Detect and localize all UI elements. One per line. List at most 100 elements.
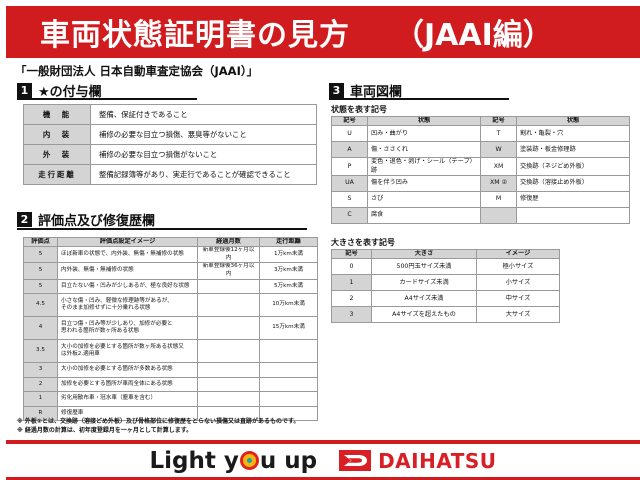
table-row: 4 目立つ傷・凹み等が少しあり、加修が必要と 思われる箇所が数ヶ所ある状態 15万k… [23, 316, 318, 341]
page-title: 車両状態証明書の見方 [40, 18, 350, 53]
section-title-3: 車両図欄 [350, 85, 403, 100]
eval-score: 4 [23, 316, 58, 341]
condition-desc-right: 修復歴 [516, 191, 630, 209]
condition-symbols-caption: 状態を表す記号 [331, 105, 387, 114]
star-row-value: 補修の必要な目立つ損傷がないこと [90, 144, 317, 165]
eval-distance: 1万km未満 [259, 246, 318, 264]
table-header-row: 記号 状態 記号 状態 [331, 115, 630, 127]
eval-months: 新車登録後36ヶ月以内 [197, 262, 260, 280]
eval-months [197, 339, 260, 364]
col-header-symbol-right: 記号 [480, 115, 517, 127]
size-symbol: 0 [331, 258, 372, 276]
eval-distance: 5万km未満 [259, 278, 318, 295]
col-header-size-symbol: 記号 [331, 248, 372, 260]
section-heading-3: 3 車両図欄 [329, 81, 402, 100]
table-row: 3.5 大小の加修を必要とする箇所が数ヶ所ある状態又 は外板2.適用車 [23, 339, 318, 364]
footer-rule-bottom [6, 477, 640, 480]
size-symbols-table: 記号 大きさ イメージ 0 500円玉サイズ未満 極小サイズ 1 カードサイズ未満 小サイ… [331, 248, 560, 324]
slogan-light-you-up: Light y u up [149, 448, 317, 474]
table-row: 1 カードサイズ未満 小サイズ [331, 274, 560, 292]
section-rule-1 [17, 98, 197, 100]
condition-desc-right: 交換跡（溶接止め外板） [516, 175, 630, 193]
table-row: 内 装 補修の必要な目立つ損傷、悪臭等がないこと [23, 124, 317, 145]
target-circle-icon [239, 451, 259, 470]
size-symbol: 1 [331, 274, 372, 292]
condition-symbol-right: W [480, 141, 517, 159]
condition-symbol-right: XM [480, 157, 517, 177]
table-row: S さび M 修復歴 [331, 191, 630, 209]
size-image-label: 大サイズ [476, 306, 560, 324]
eval-distance [259, 376, 318, 393]
table-row: A 傷・ささくれ W 塗装跡・板金修理跡 [331, 141, 630, 159]
condition-symbol-left: C [331, 207, 368, 225]
condition-symbol-right: T [480, 125, 517, 143]
eval-image: ほぼ新車の状態で、内外装、無傷・無補修の状態 [57, 246, 198, 264]
table-row: 5 ほぼ新車の状態で、内外装、無傷・無補修の状態 新車登録後12ヶ月以内 1万km未満 [23, 246, 318, 264]
eval-distance [259, 362, 318, 378]
eval-score: 5 [23, 246, 58, 264]
section-rule-3 [329, 98, 509, 100]
eval-score: 3.5 [23, 339, 58, 364]
table-row: 5 目立たない傷・凹みが少しあるが、極な良好な状態 5万km未満 [23, 278, 318, 295]
eval-months [197, 293, 260, 318]
association-name: 「一般財団法人 日本自動車査定協会（JAAI）」 [15, 64, 259, 78]
table-row: 機 能 整備、保証付きであること [23, 104, 317, 125]
eval-months [197, 362, 260, 378]
condition-desc-left: 傷・ささくれ [367, 141, 481, 159]
table-row: 4.5 小さな傷・凹み、軽微な修理跡等があるが、 そのまま加修せずに十分乗れる状態… [23, 293, 318, 318]
eval-distance: 15万km未満 [259, 316, 318, 341]
slogan-text-a: Light y [149, 447, 239, 474]
eval-months [197, 376, 260, 393]
eval-image: 加修を必要とする箇所が車両全体にある状態 [57, 376, 198, 393]
star-row-value: 整備記録簿等があり、実走行であることが確認できること [90, 164, 317, 185]
footer: Light y u up DAIHATSU [6, 444, 640, 477]
size-image-label: 極小サイズ [476, 258, 560, 276]
eval-distance: 3万km未満 [259, 262, 318, 280]
table-header-row: 評価点 評価点設定イメージ 経過月数 走行距離 [23, 236, 318, 248]
table-row: 走行距離 整備記録簿等があり、実走行であることが確認できること [23, 164, 317, 185]
eval-image: 目立たない傷・凹みが少しあるが、極な良好な状態 [57, 278, 198, 295]
eval-months [197, 316, 260, 341]
star-row-key: 内 装 [23, 124, 91, 145]
eval-score: R [23, 405, 58, 422]
table-header-row: 記号 大きさ イメージ [331, 248, 560, 260]
condition-desc-right: 割れ・亀裂・穴 [516, 125, 630, 143]
table-row: C 腐食 [331, 207, 630, 225]
condition-symbol-left: P [331, 157, 368, 177]
star-grant-table: 機 能 整備、保証付きであること 内 装 補修の必要な目立つ損傷、悪臭等がないこ… [23, 104, 317, 185]
eval-image: 大小の加修を必要とする箇所が多数ある状態 [57, 362, 198, 378]
evaluation-score-table: 評価点 評価点設定イメージ 経過月数 走行距離 5 ほぼ新車の状態で、内外装、無傷… [23, 236, 318, 422]
size-symbol: 2 [331, 290, 372, 308]
condition-desc-left: 傷を伴う凹み [367, 175, 481, 193]
eval-distance: 10万km未満 [259, 293, 318, 318]
size-description: A4サイズを超えたもの [371, 306, 477, 324]
footnote-2: ※ 経過月数の計算は、初年度登録月を一ヶ月として計算します。 [17, 427, 193, 435]
col-header-size: 大きさ [371, 248, 477, 260]
star-row-key: 機 能 [23, 104, 91, 125]
size-description: A4サイズ未満 [371, 290, 477, 308]
condition-desc-left: さび [367, 191, 481, 209]
section-heading-1: 1 ★の付与欄 [17, 81, 102, 100]
eval-distance [259, 405, 318, 422]
col-header-symbol-left: 記号 [331, 115, 368, 127]
condition-symbol-right [480, 207, 517, 225]
section-number-badge-2: 2 [17, 212, 32, 227]
table-row: UA 傷を伴う凹み XM ② 交換跡（溶接止め外板） [331, 175, 630, 193]
size-image-label: 小サイズ [476, 274, 560, 292]
section-title-2: 評価点及び修復歴欄 [38, 214, 156, 229]
eval-score: 2 [23, 376, 58, 393]
table-row: 1 劣化用散布車・冠水車（塵車を含む） [23, 391, 318, 407]
condition-symbols-table: 記号 状態 記号 状態 U 凹み・曲がり T 割れ・亀裂・穴 A 傷・ささくれ W 塗装跡・板… [331, 115, 630, 225]
col-header-months: 経過月数 [197, 236, 260, 248]
section-number-badge-3: 3 [329, 83, 344, 98]
eval-score: 5 [23, 262, 58, 280]
table-row: P 変色・退色・剥げ・シール（テープ）跡 XM 交換跡（ネジどめ外板） [331, 157, 630, 177]
footer-rule-top [6, 440, 640, 444]
condition-desc-right: 交換跡（ネジどめ外板） [516, 157, 630, 177]
eval-image: 大小の加修を必要とする箇所が数ヶ所ある状態又 は外板2.適用車 [57, 339, 198, 364]
size-symbol: 3 [331, 306, 372, 324]
eval-image: 小さな傷・凹み、軽微な修理跡等があるが、 そのまま加修せずに十分乗れる状態 [57, 293, 198, 318]
eval-image: 目立つ傷・凹み等が少しあり、加修が必要と 思われる箇所が数ヶ所ある状態 [57, 316, 198, 341]
section-rule-2 [17, 228, 307, 230]
page-subtitle: （JAAI編） [394, 18, 553, 53]
